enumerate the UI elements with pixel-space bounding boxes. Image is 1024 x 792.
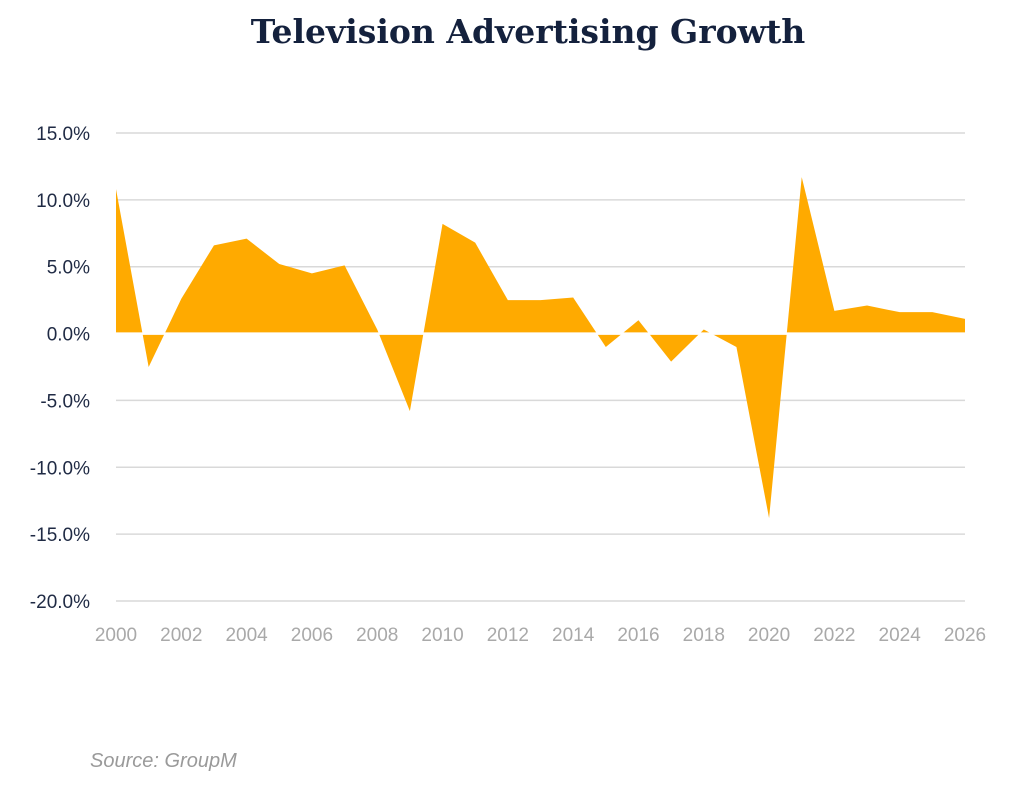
x-tick-label: 2010 [421,625,463,646]
y-tick-label: -15.0% [30,525,90,546]
y-tick-label: 15.0% [36,124,90,145]
x-tick-label: 2008 [356,625,398,646]
x-tick-label: 2002 [160,625,202,646]
x-tick-label: 2026 [944,625,986,646]
x-tick-label: 2004 [225,625,268,646]
x-tick-label: 2024 [879,625,922,646]
x-tick-label: 2022 [813,625,855,646]
x-tick-label: 2018 [683,625,725,646]
x-tick-label: 2016 [617,625,659,646]
grid-lines [116,132,965,602]
x-tick-label: 2014 [552,625,595,646]
y-axis-ticks: 15.0% 10.0% 5.0% 0.0% -5.0% -10.0% -15.0% -20.0… [30,124,90,613]
y-tick-label: -5.0% [40,391,90,412]
x-tick-label: 2000 [95,625,137,646]
source-note: Source: GroupM [90,750,237,772]
chart-title: Television Advertising Growth [250,12,806,51]
y-tick-label: -20.0% [30,592,90,613]
x-tick-label: 2020 [748,625,790,646]
y-tick-label: 5.0% [47,258,90,279]
x-tick-label: 2012 [487,625,529,646]
y-tick-label: 10.0% [36,191,90,212]
x-axis-ticks: 2000 2002 2004 2006 2008 2010 2012 2014 2016 2018… [95,625,986,646]
y-tick-label: 0.0% [47,325,90,346]
x-tick-label: 2006 [291,625,333,646]
y-tick-label: -10.0% [30,458,90,479]
